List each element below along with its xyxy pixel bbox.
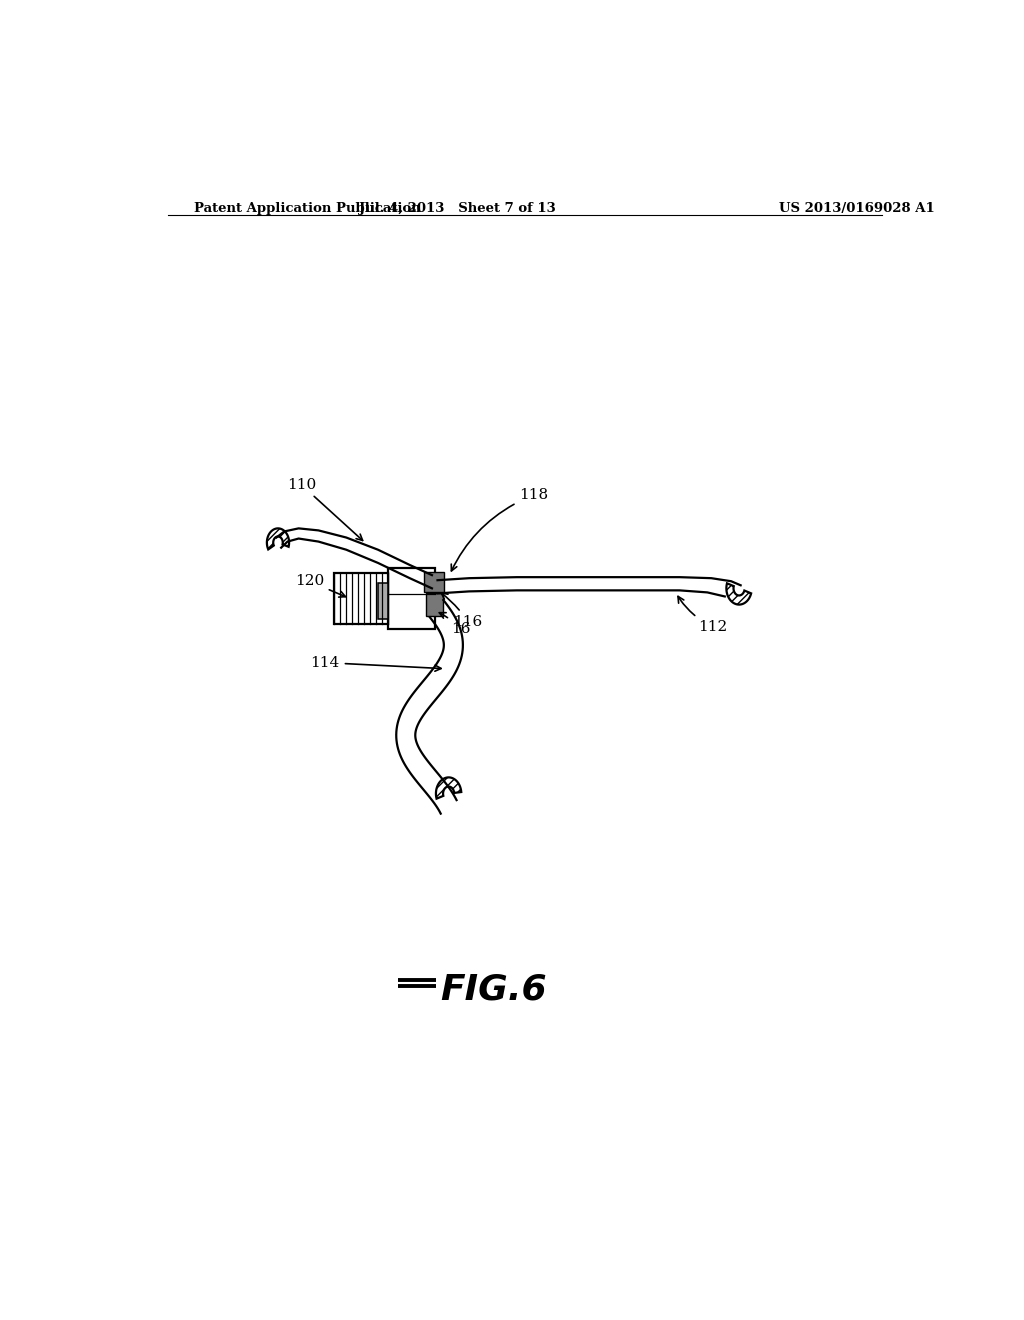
- Text: 116: 116: [441, 593, 482, 628]
- Bar: [334, 573, 387, 624]
- Text: 120: 120: [295, 574, 345, 597]
- Text: 112: 112: [678, 597, 727, 634]
- Bar: [424, 572, 443, 593]
- Text: 114: 114: [310, 656, 441, 672]
- Polygon shape: [396, 601, 463, 813]
- Bar: [426, 594, 443, 616]
- Text: 16: 16: [439, 612, 470, 636]
- Polygon shape: [276, 528, 432, 589]
- Polygon shape: [726, 583, 752, 605]
- Bar: [378, 583, 387, 619]
- Polygon shape: [267, 528, 289, 549]
- Text: US 2013/0169028 A1: US 2013/0169028 A1: [778, 202, 935, 215]
- Polygon shape: [436, 777, 461, 799]
- Polygon shape: [437, 577, 740, 597]
- Bar: [387, 568, 435, 630]
- Text: Jul. 4, 2013   Sheet 7 of 13: Jul. 4, 2013 Sheet 7 of 13: [359, 202, 556, 215]
- Text: 118: 118: [452, 488, 549, 572]
- Text: Patent Application Publication: Patent Application Publication: [194, 202, 421, 215]
- Text: FIG.6: FIG.6: [440, 973, 547, 1007]
- Text: 110: 110: [287, 478, 362, 540]
